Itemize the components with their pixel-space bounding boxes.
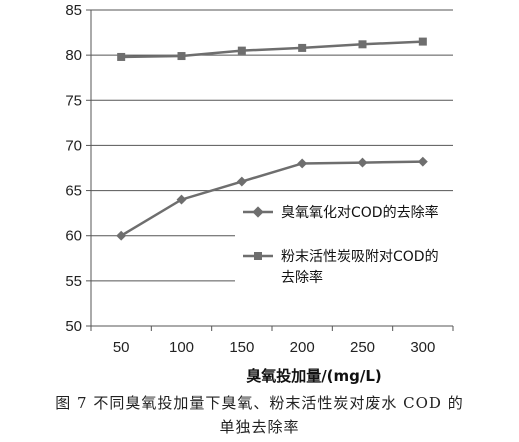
y-tick-label: 60 [65,228,82,245]
gridlines [91,9,453,282]
legend-marker-diamond [252,206,264,218]
data-point [177,52,186,61]
data-point [237,46,246,55]
legend-label-2-line2: 去除率 [281,269,323,286]
y-tick-label: 50 [65,318,82,335]
series-2 [117,37,427,61]
data-point [116,230,127,241]
series-line [121,40,423,59]
x-tick-label: 250 [350,339,375,356]
data-point [236,176,247,187]
data-point [358,40,367,49]
figure-caption-line2: 单独去除率 [219,418,300,436]
legend: 臭氧氧化对COD的去除率 粉末活性炭吸附对COD的 去除率 [243,204,439,286]
x-tick-label: 300 [410,339,435,356]
y-tick-labels: 50 55 60 65 70 75 80 85 [65,2,82,335]
data-point [357,157,368,168]
y-tick-label: 85 [65,2,82,19]
data-point [417,156,428,167]
series-line [120,160,423,237]
x-tick-label: 50 [113,339,130,356]
y-tick-label: 65 [65,183,82,200]
y-tick-label: 80 [65,47,82,64]
legend-label-1: 臭氧氧化对COD的去除率 [281,204,439,221]
data-point [117,52,126,61]
figure-caption-line1: 图 7 不同臭氧投加量下臭氧、粉末活性炭对废水 COD 的 [55,394,464,412]
x-axis-label: 臭氧投加量/(mg/L) [246,367,382,385]
data-point [176,194,187,205]
data-point [418,37,427,46]
legend-label-2: 粉末活性炭吸附对COD的 [281,249,439,265]
series-1 [116,156,428,241]
y-tick-label: 75 [65,92,82,109]
x-tick-label: 100 [169,339,194,356]
legend-marker-square [254,252,262,260]
y-tick-label: 55 [65,273,82,290]
data-point [298,43,307,52]
axes [86,9,454,331]
line-chart: 50 55 60 65 70 75 80 85 50 100 150 200 250 300 臭氧氧化对… [65,2,467,385]
x-tick-label: 200 [290,339,315,356]
y-tick-label: 70 [65,137,82,154]
series-group [116,37,428,241]
x-tick-labels: 50 100 150 200 250 300 [113,339,436,356]
data-point [297,158,308,169]
x-tick-label: 150 [229,339,254,356]
legend-background [235,198,467,282]
